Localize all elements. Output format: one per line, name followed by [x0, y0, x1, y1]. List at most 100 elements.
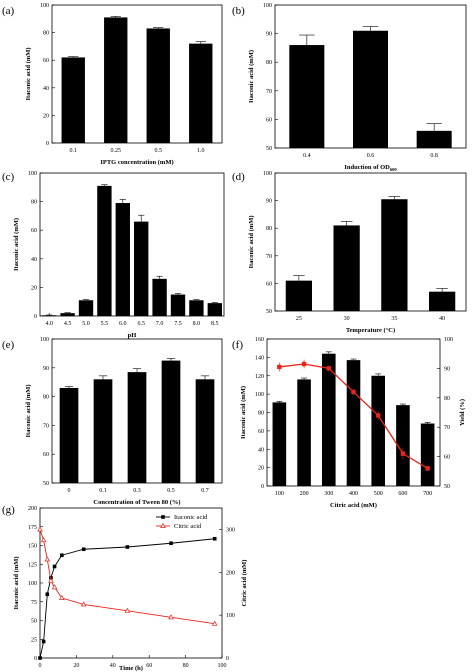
- x-tick-label: 20: [73, 663, 79, 669]
- bar: [78, 300, 94, 316]
- y-tick-label: 0: [34, 314, 37, 320]
- y-right-tick-label: 50: [444, 484, 450, 490]
- bar: [381, 199, 408, 311]
- bar: [272, 402, 287, 486]
- y-axis-label: Itaconic acid (mM): [248, 215, 255, 268]
- bar: [189, 43, 213, 143]
- y-axis-label: Itaconic acid (mM): [240, 386, 247, 439]
- bar: [104, 17, 128, 144]
- y-tick-label: 70: [266, 89, 272, 95]
- bar: [161, 360, 181, 483]
- panel-label: (c): [2, 171, 15, 183]
- series-point: [37, 526, 43, 532]
- y-right-tick-label: 100: [444, 337, 453, 343]
- panel-4: 0 0.1 0.3 0.5 0.7 50 60 70 80 90 100 Itaconic acid …: [25, 337, 223, 506]
- x-axis-label: IPTG concentration (mM): [100, 159, 173, 166]
- y-tick-label: 50: [266, 309, 272, 315]
- series-point: [212, 536, 217, 541]
- series-point: [44, 556, 51, 562]
- x-tick-label: 0.3: [133, 488, 141, 494]
- bar: [396, 405, 410, 486]
- y-tick-label: 125: [28, 562, 37, 568]
- bar: [146, 28, 170, 143]
- yield-point: [277, 364, 282, 370]
- y-tick-label: 80: [43, 395, 49, 401]
- x-tick-label: 8.0: [193, 321, 201, 327]
- y-tick-label: 40: [258, 447, 264, 453]
- y-right-tick-label: 0: [226, 656, 229, 662]
- y-tick-label: 0: [261, 484, 264, 490]
- y-tick-label: 50: [266, 146, 272, 152]
- x-tick-label: 1.0: [197, 148, 205, 154]
- y-tick-label: 100: [40, 3, 49, 9]
- plot-frame: [39, 172, 225, 317]
- x-axis-label: Concentration of Tween 80 (%): [93, 499, 180, 506]
- x-tick-label: 0.7: [201, 488, 209, 494]
- bar: [371, 375, 386, 486]
- y-tick-label: 75: [31, 600, 37, 606]
- y-right-tick-label: 300: [226, 527, 235, 533]
- yield-point: [400, 451, 406, 456]
- y-tick-label: 80: [266, 226, 272, 232]
- bar: [346, 360, 361, 486]
- x-tick-label: 100: [218, 663, 227, 669]
- x-tick-label: 0.5: [155, 148, 163, 154]
- bar: [333, 225, 360, 311]
- bar: [93, 379, 113, 483]
- x-tick-label: 7.0: [156, 321, 164, 327]
- y-tick-label: 100: [28, 581, 37, 587]
- bar: [97, 185, 112, 316]
- yield-point: [326, 366, 331, 371]
- y-tick-label: 70: [266, 254, 272, 260]
- x-tick-label: 0.5: [167, 488, 175, 494]
- bar: [297, 379, 311, 486]
- series-point: [124, 607, 131, 613]
- x-tick-label: 40: [110, 663, 116, 669]
- panel-0: 0.1 0.25 0.5 1.0 0 20 40 60 80 100 Itaconic acid (…: [25, 3, 223, 166]
- bar: [289, 45, 325, 148]
- x-tick-label: 0: [39, 663, 42, 669]
- y-tick-label: 70: [43, 423, 49, 429]
- x-tick-label: 80: [183, 663, 189, 669]
- series-line: [39, 529, 215, 625]
- y-tick-label: 140: [255, 355, 264, 361]
- y-tick-label: 60: [266, 281, 272, 287]
- plot-frame: [39, 507, 223, 659]
- panel-1: 0.4 0.6 0.8 50 60 70 80 90 100 Itaconic acid (mM)…: [248, 3, 467, 172]
- bar: [127, 372, 147, 483]
- yield-point: [425, 466, 430, 471]
- series-point: [168, 614, 174, 620]
- panel-label: (e): [2, 339, 15, 351]
- series-point: [41, 639, 46, 644]
- x-tick-label: 0.8: [430, 153, 438, 159]
- y-tick-label: 50: [43, 481, 49, 487]
- series-point: [169, 541, 173, 546]
- x-tick-label: 35: [391, 316, 397, 322]
- y-tick-label: 200: [28, 506, 37, 512]
- y-tick-label: 100: [40, 337, 49, 343]
- series-point: [125, 545, 130, 549]
- x-axis-label: pH: [128, 332, 137, 339]
- y-tick-label: 160: [255, 337, 264, 343]
- x-tick-label: 0.25: [111, 148, 122, 154]
- panel-label: (f): [232, 339, 243, 351]
- bar: [416, 130, 452, 148]
- y-tick-label: 150: [28, 544, 37, 550]
- series-line: [39, 538, 215, 659]
- y-right-tick-label: 80: [444, 396, 450, 402]
- y-tick-label: 100: [28, 171, 37, 177]
- x-tick-label: 300: [324, 491, 333, 497]
- x-tick-label: 5.5: [101, 321, 109, 327]
- x-tick-label: 0: [68, 488, 71, 494]
- panel-label: (a): [2, 5, 15, 17]
- y-right-tick-label: 200: [226, 570, 235, 576]
- y-right-tick-label: 90: [444, 366, 450, 372]
- y-tick-label: 0: [34, 656, 37, 662]
- x-tick-label: 4.0: [45, 321, 53, 327]
- bar: [195, 379, 215, 483]
- x-tick-label: 500: [374, 491, 383, 497]
- y-tick-label: 100: [263, 3, 272, 9]
- bar: [420, 423, 435, 486]
- y-tick-label: 20: [43, 113, 49, 119]
